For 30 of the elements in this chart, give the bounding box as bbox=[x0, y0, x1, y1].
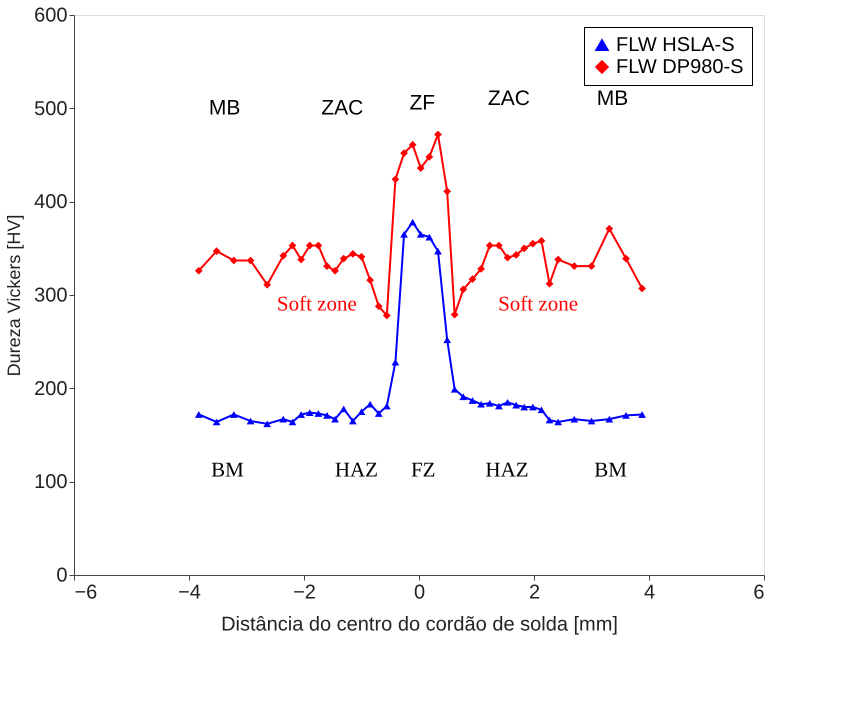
annotation: ZAC bbox=[488, 87, 530, 110]
y-tick-label: 200 bbox=[34, 378, 68, 400]
y-tick-label: 600 bbox=[34, 4, 68, 26]
annotation: FZ bbox=[410, 457, 436, 482]
y-tick-label: 0 bbox=[56, 564, 68, 586]
y-tick-label: 400 bbox=[34, 191, 68, 214]
x-tick-label: 0 bbox=[414, 582, 426, 604]
x-axis-title: Distância do centro do cordão de solda [mm] bbox=[221, 614, 618, 636]
annotation: HAZ bbox=[485, 457, 529, 482]
x-tick-label: −6 bbox=[74, 582, 98, 604]
annotation: ZF bbox=[409, 92, 436, 115]
x-tick-label: 2 bbox=[528, 582, 540, 604]
annotation: ZAC bbox=[321, 96, 364, 120]
x-tick-label: 6 bbox=[753, 582, 764, 604]
annotation: MB bbox=[596, 87, 628, 110]
y-tick-label: 300 bbox=[34, 284, 68, 306]
x-tick-label: −4 bbox=[178, 582, 201, 604]
x-tick-label: −2 bbox=[293, 582, 316, 604]
annotation: BM bbox=[211, 457, 244, 482]
annotation: BM bbox=[594, 457, 628, 482]
annotation: HAZ bbox=[334, 457, 378, 482]
legend-label: FLW DP980-S bbox=[616, 56, 744, 78]
x-tick-label: 4 bbox=[644, 582, 656, 604]
annotation: MB bbox=[208, 96, 240, 120]
legend-label: FLW HSLA-S bbox=[616, 34, 735, 56]
annotation: Soft zone bbox=[498, 291, 578, 316]
annotation: Soft zone bbox=[276, 291, 357, 316]
y-axis-title: Dureza Vickers [HV] bbox=[4, 214, 24, 376]
y-tick-label: 100 bbox=[34, 471, 68, 494]
y-tick-label: 500 bbox=[34, 98, 68, 120]
